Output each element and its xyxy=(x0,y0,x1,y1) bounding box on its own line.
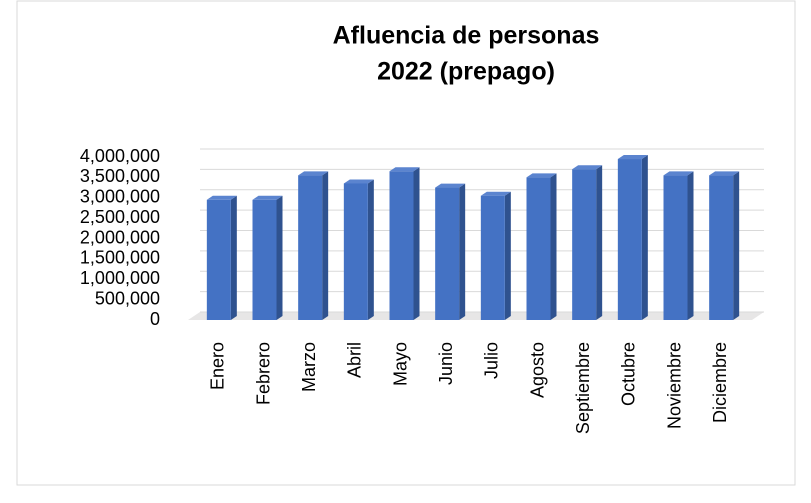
bar-top xyxy=(617,155,648,160)
bar-top xyxy=(526,173,557,178)
bar-side xyxy=(733,171,740,320)
x-tick-label: Enero xyxy=(208,342,228,390)
bar-top xyxy=(343,179,374,184)
bar-side xyxy=(322,171,329,320)
x-tick-label: Julio xyxy=(482,342,502,379)
bar-side xyxy=(413,167,420,320)
bar-side xyxy=(276,195,283,320)
bar-side xyxy=(367,179,374,320)
bar xyxy=(389,171,414,320)
bar xyxy=(526,177,551,320)
bar-side xyxy=(459,183,466,320)
x-tick-label: Junio xyxy=(436,342,456,385)
bar-top xyxy=(663,171,694,176)
bar-side xyxy=(504,191,511,320)
bar xyxy=(298,175,323,320)
bar-side xyxy=(230,195,237,320)
y-tick-label: 0 xyxy=(150,309,160,329)
y-tick-label: 500,000 xyxy=(95,288,160,308)
y-tick-label: 3,500,000 xyxy=(80,166,160,186)
bar-side xyxy=(550,173,557,320)
bar xyxy=(206,199,231,320)
x-tick-label: Octubre xyxy=(619,342,639,406)
chart-title: 2022 (prepago) xyxy=(377,58,555,86)
bar xyxy=(709,175,734,320)
bar-side xyxy=(687,171,694,320)
bar-top xyxy=(709,171,740,176)
y-tick-label: 4,000,000 xyxy=(80,146,160,166)
bar xyxy=(480,195,505,320)
bar xyxy=(252,199,277,320)
x-tick-label: Marzo xyxy=(299,342,319,392)
bar-top xyxy=(435,183,466,188)
bar-top xyxy=(572,165,603,170)
x-tick-label: Abril xyxy=(345,342,365,378)
bar-top xyxy=(206,195,237,200)
bar xyxy=(663,175,688,320)
bar-side xyxy=(641,155,648,320)
y-tick-label: 2,000,000 xyxy=(80,227,160,247)
bar-top xyxy=(480,191,511,196)
bar-side xyxy=(596,165,603,320)
y-tick-label: 1,000,000 xyxy=(80,268,160,288)
x-tick-label: Septiembre xyxy=(573,342,593,434)
bar xyxy=(435,187,460,320)
bar-top xyxy=(389,167,420,172)
x-tick-label: Agosto xyxy=(527,342,547,398)
x-tick-label: Febrero xyxy=(253,342,273,405)
x-tick-label: Noviembre xyxy=(664,342,684,429)
x-tick-label: Diciembre xyxy=(710,342,730,423)
y-tick-label: 3,000,000 xyxy=(80,187,160,207)
bar xyxy=(617,159,642,320)
bar xyxy=(572,169,597,320)
y-tick-label: 1,500,000 xyxy=(80,248,160,268)
bar xyxy=(343,183,368,320)
x-tick-label: Mayo xyxy=(390,342,410,386)
bar-top xyxy=(252,195,283,200)
chart-title: Afluencia de personas xyxy=(333,22,600,50)
bar-top xyxy=(298,171,329,176)
y-tick-label: 2,500,000 xyxy=(80,207,160,227)
